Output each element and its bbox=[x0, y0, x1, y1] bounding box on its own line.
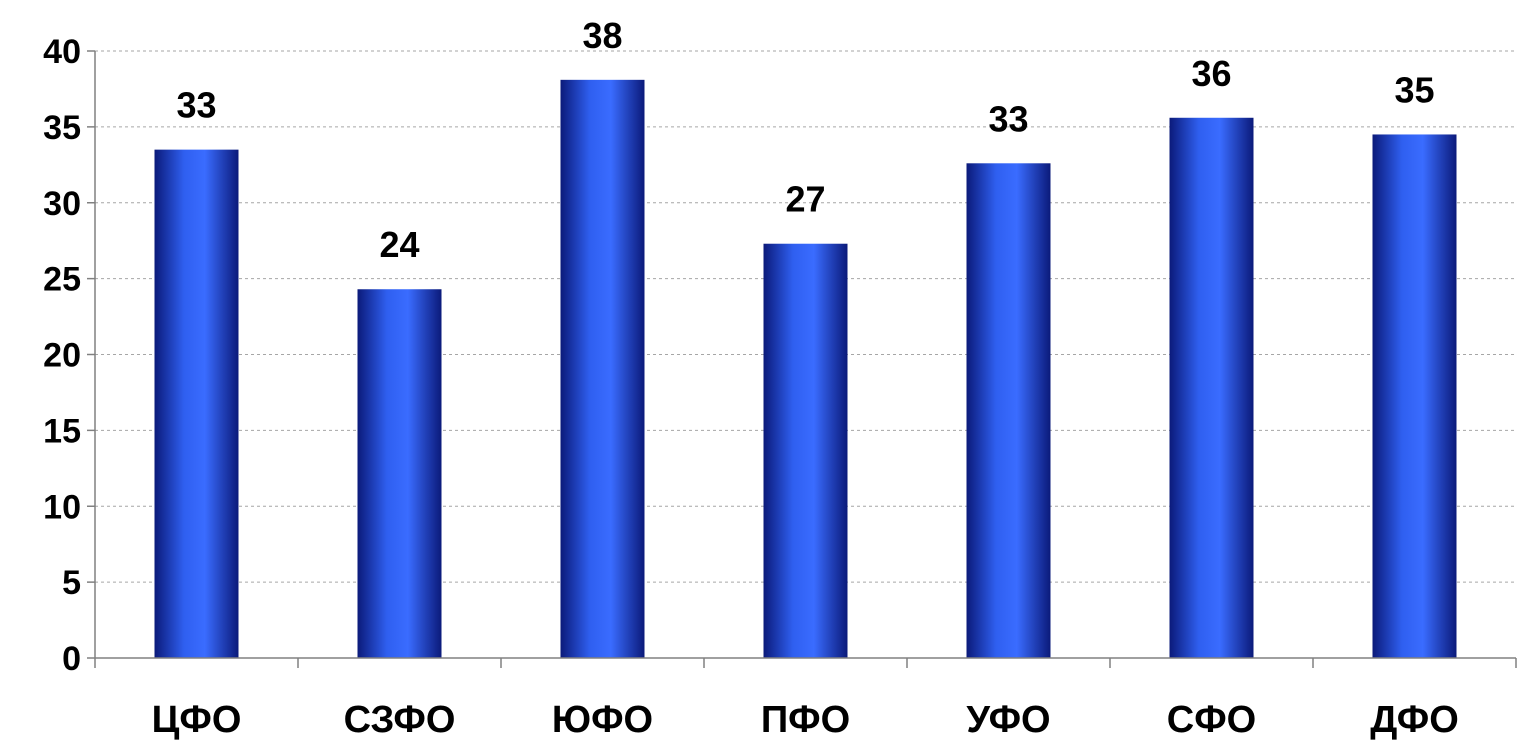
x-tick-label-7: ДФО bbox=[1370, 699, 1459, 740]
bar-3 bbox=[560, 79, 645, 658]
bar-5 bbox=[966, 163, 1051, 659]
y-tick-label-10: 10 bbox=[43, 488, 81, 526]
data-label-1: 33 bbox=[176, 85, 216, 126]
data-label-3: 38 bbox=[582, 15, 622, 56]
axes bbox=[87, 50, 1517, 668]
data-label-4: 27 bbox=[785, 179, 825, 220]
bar-4 bbox=[763, 243, 848, 658]
bar-2 bbox=[357, 289, 442, 658]
x-tick-label-4: ПФО bbox=[761, 699, 850, 740]
y-tick-label-20: 20 bbox=[43, 337, 81, 375]
data-label-5: 33 bbox=[988, 98, 1028, 139]
data-labels: 33 24 38 27 33 36 35 bbox=[176, 15, 1434, 265]
y-tick-label-0: 0 bbox=[62, 640, 81, 678]
y-tick-label-40: 40 bbox=[43, 33, 81, 71]
x-tick-label-2: СЗФО bbox=[344, 699, 456, 740]
bar-6 bbox=[1169, 117, 1254, 658]
y-tick-label-25: 25 bbox=[43, 261, 81, 299]
data-label-6: 36 bbox=[1191, 53, 1231, 94]
y-tick-label-15: 15 bbox=[43, 412, 81, 450]
y-tick-label-30: 30 bbox=[43, 185, 81, 223]
y-tick-label-5: 5 bbox=[62, 564, 81, 602]
bar-1 bbox=[154, 149, 239, 658]
y-tick-label-35: 35 bbox=[43, 109, 81, 147]
x-tick-labels: ЦФО СЗФО ЮФО ПФО УФО СФО ДФО bbox=[152, 699, 1459, 741]
data-label-2: 24 bbox=[379, 224, 419, 265]
y-tick-labels: 0 5 10 15 20 25 30 35 40 bbox=[43, 33, 81, 678]
x-tick-label-6: СФО bbox=[1167, 699, 1256, 740]
data-label-7: 35 bbox=[1394, 69, 1434, 110]
x-tick-label-5: УФО bbox=[966, 699, 1050, 740]
x-tick-label-3: ЮФО bbox=[552, 699, 653, 740]
bar-7 bbox=[1372, 134, 1457, 658]
x-tick-label-1: ЦФО bbox=[152, 699, 242, 740]
bars bbox=[154, 79, 1457, 659]
